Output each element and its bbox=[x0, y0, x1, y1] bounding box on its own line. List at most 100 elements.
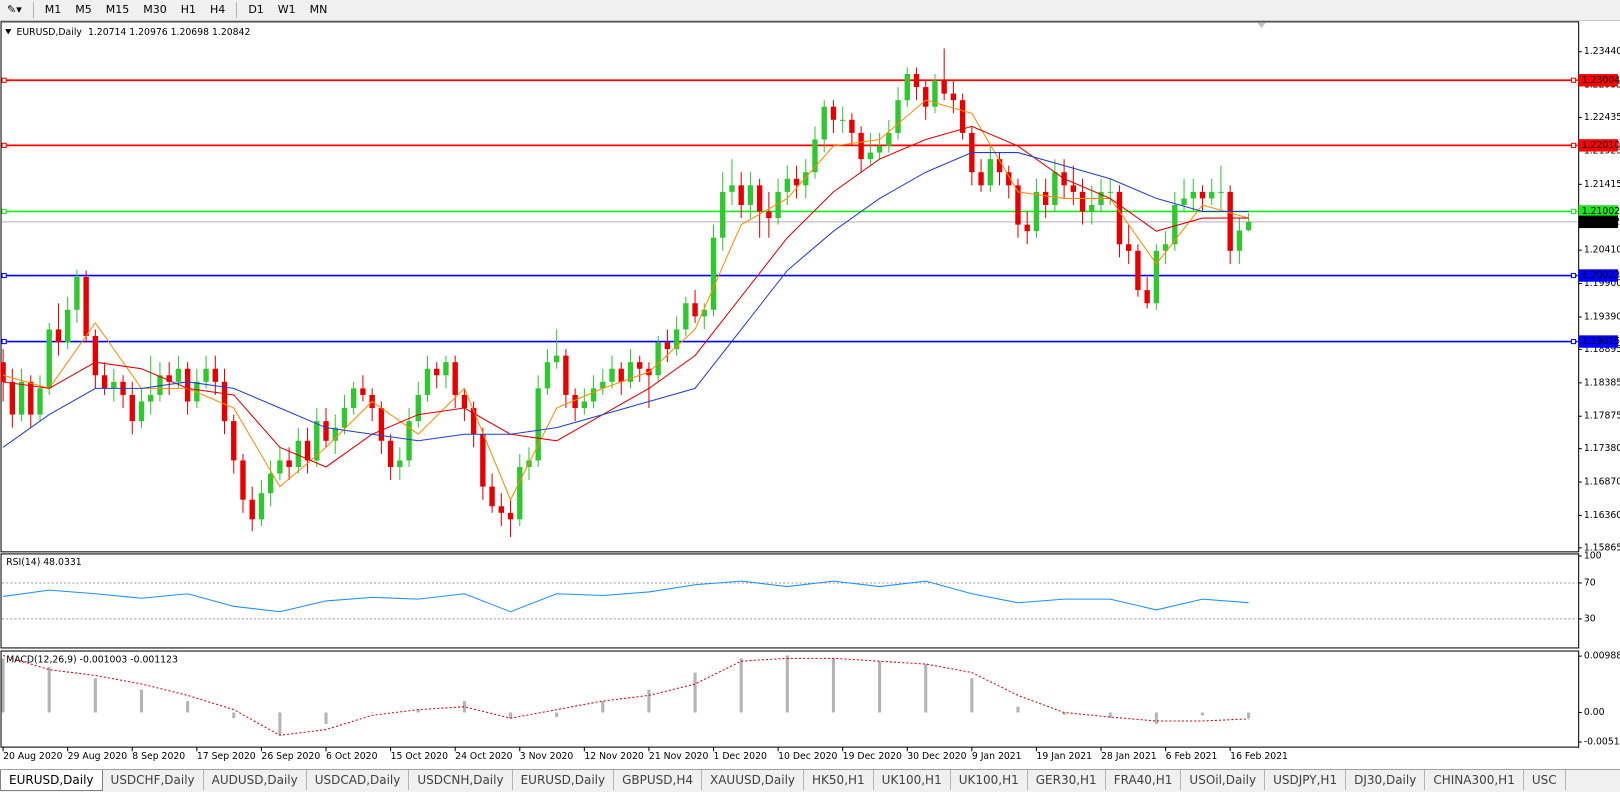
chart-tab[interactable]: GER30,H1 bbox=[1028, 770, 1106, 790]
chart-tab[interactable]: USC bbox=[1524, 770, 1566, 790]
y-tick-label: 1.16360 bbox=[1584, 510, 1620, 521]
moving-average bbox=[2, 99, 1249, 501]
candle-body bbox=[277, 460, 283, 474]
macd-panel bbox=[0, 650, 1580, 748]
chart-tab[interactable]: UK100,H1 bbox=[951, 770, 1028, 790]
chart-tab[interactable]: XAUUSD,Daily bbox=[702, 770, 805, 790]
x-tick-label: 29 Aug 2020 bbox=[68, 751, 128, 762]
candle-body bbox=[609, 368, 615, 382]
x-tick-label: 19 Dec 2020 bbox=[843, 751, 902, 762]
chart-tab[interactable]: EURUSD,Daily bbox=[513, 770, 615, 790]
candle-body bbox=[821, 106, 827, 140]
candle-body bbox=[904, 73, 910, 101]
candle-body bbox=[148, 394, 154, 402]
level-anchor bbox=[1, 338, 7, 345]
timeframe-button[interactable]: MN bbox=[309, 3, 328, 16]
candle-body bbox=[1218, 191, 1224, 193]
chart-tab[interactable]: CHINA300,H1 bbox=[1425, 770, 1524, 790]
shift-marker bbox=[1257, 22, 1266, 29]
y-tick-label: 1.22435 bbox=[1584, 112, 1620, 123]
y-tick-label: 1.18385 bbox=[1584, 377, 1620, 388]
timeframe-button[interactable]: D1 bbox=[248, 3, 264, 16]
x-tick-label: 28 Jan 2021 bbox=[1101, 751, 1157, 762]
timeframe-button[interactable]: W1 bbox=[277, 3, 296, 16]
macd-bar bbox=[186, 701, 190, 713]
candle-body bbox=[212, 368, 218, 382]
candle-body bbox=[913, 73, 920, 88]
candle-body bbox=[240, 460, 246, 500]
candle-body bbox=[258, 493, 265, 520]
macd-bar bbox=[1247, 712, 1251, 719]
candle-body bbox=[507, 512, 514, 520]
candle-body bbox=[1153, 250, 1160, 304]
candle-body bbox=[720, 191, 726, 238]
x-tick-label: 9 Jan 2021 bbox=[972, 751, 1022, 762]
macd-bar bbox=[1154, 712, 1158, 724]
chart-tab[interactable]: AUDUSD,Daily bbox=[204, 770, 307, 790]
candle-body bbox=[1245, 221, 1252, 231]
level-anchor bbox=[1, 77, 7, 83]
timeframe-button[interactable]: M5 bbox=[75, 3, 92, 16]
macd-signal-value: -0.001123 bbox=[130, 654, 178, 665]
timeframe-button[interactable]: H4 bbox=[210, 3, 226, 16]
toolbar-icon[interactable]: ✎▾ bbox=[7, 3, 22, 16]
candle-body bbox=[987, 159, 993, 186]
symbol: EURUSD,Daily bbox=[17, 27, 83, 38]
chart-tab[interactable]: USDCAD,Daily bbox=[307, 770, 410, 790]
candle-body bbox=[314, 421, 320, 461]
macd-bar bbox=[93, 678, 97, 713]
candle-body bbox=[498, 506, 504, 513]
chart-tab[interactable]: DJ30,Daily bbox=[1346, 770, 1426, 790]
candle-body bbox=[83, 277, 89, 336]
candle-body bbox=[480, 434, 486, 487]
chart-tab[interactable]: USDCNH,Daily bbox=[409, 770, 513, 790]
timeframe-button[interactable]: H1 bbox=[180, 3, 197, 16]
x-tick-label: 3 Nov 2020 bbox=[520, 751, 574, 762]
candle-body bbox=[812, 139, 818, 173]
timeframe-button[interactable]: M15 bbox=[105, 3, 130, 16]
candle-body bbox=[618, 368, 624, 382]
candle-body bbox=[452, 362, 458, 395]
macd-bar bbox=[278, 712, 282, 736]
candle-body bbox=[886, 132, 892, 147]
macd-bar bbox=[555, 712, 559, 718]
chart-tab[interactable]: FRA40,H1 bbox=[1106, 770, 1182, 790]
timeframe-button[interactable]: M30 bbox=[143, 3, 167, 16]
y-tick-label: 70 bbox=[1584, 577, 1596, 588]
y-tick-label: 1.21415 bbox=[1584, 179, 1620, 190]
chart-tab[interactable]: USDCHF,Daily bbox=[103, 770, 204, 790]
candle-body bbox=[1209, 191, 1215, 199]
candle-body bbox=[572, 394, 578, 409]
candle-body bbox=[581, 401, 588, 409]
candle-body bbox=[517, 466, 523, 520]
chart-tab[interactable]: EURUSD,Daily bbox=[0, 770, 103, 791]
candle-body bbox=[46, 329, 52, 389]
candle-body bbox=[101, 375, 108, 389]
macd-bar bbox=[47, 666, 51, 713]
candle-body bbox=[655, 342, 661, 376]
macd-bar bbox=[1108, 712, 1112, 719]
y-tick-label: 0.009885 bbox=[1584, 651, 1620, 662]
candle-body bbox=[1116, 191, 1123, 245]
chart-tab[interactable]: GBPUSD,H4 bbox=[614, 770, 702, 790]
chart-tab[interactable]: UK100,H1 bbox=[874, 770, 951, 790]
level-label-box bbox=[1578, 139, 1618, 152]
timeframe-button[interactable]: M1 bbox=[44, 3, 62, 16]
candle-body bbox=[231, 421, 237, 461]
chart-tab[interactable]: HK50,H1 bbox=[804, 770, 874, 790]
candle-body bbox=[1227, 191, 1233, 251]
chart-tab[interactable]: USOil,Daily bbox=[1181, 770, 1266, 790]
chart-tab[interactable]: USDJPY,H1 bbox=[1265, 770, 1347, 790]
candle-body bbox=[950, 93, 957, 101]
chart: EURUSD,Daily 1.20714 1.20976 1.20698 1.2… bbox=[0, 21, 1620, 762]
macd-bar bbox=[878, 661, 882, 713]
candle-body bbox=[849, 119, 855, 133]
candle-body bbox=[1015, 185, 1021, 225]
candle-body bbox=[683, 303, 689, 330]
y-tick-label: -0.005183 bbox=[1584, 737, 1620, 748]
rsi-label: RSI(14) bbox=[6, 557, 40, 568]
level-anchor bbox=[1570, 77, 1577, 83]
open: 1.20714 bbox=[88, 27, 126, 38]
candle-body bbox=[1033, 191, 1040, 232]
level-anchor bbox=[1, 142, 7, 148]
